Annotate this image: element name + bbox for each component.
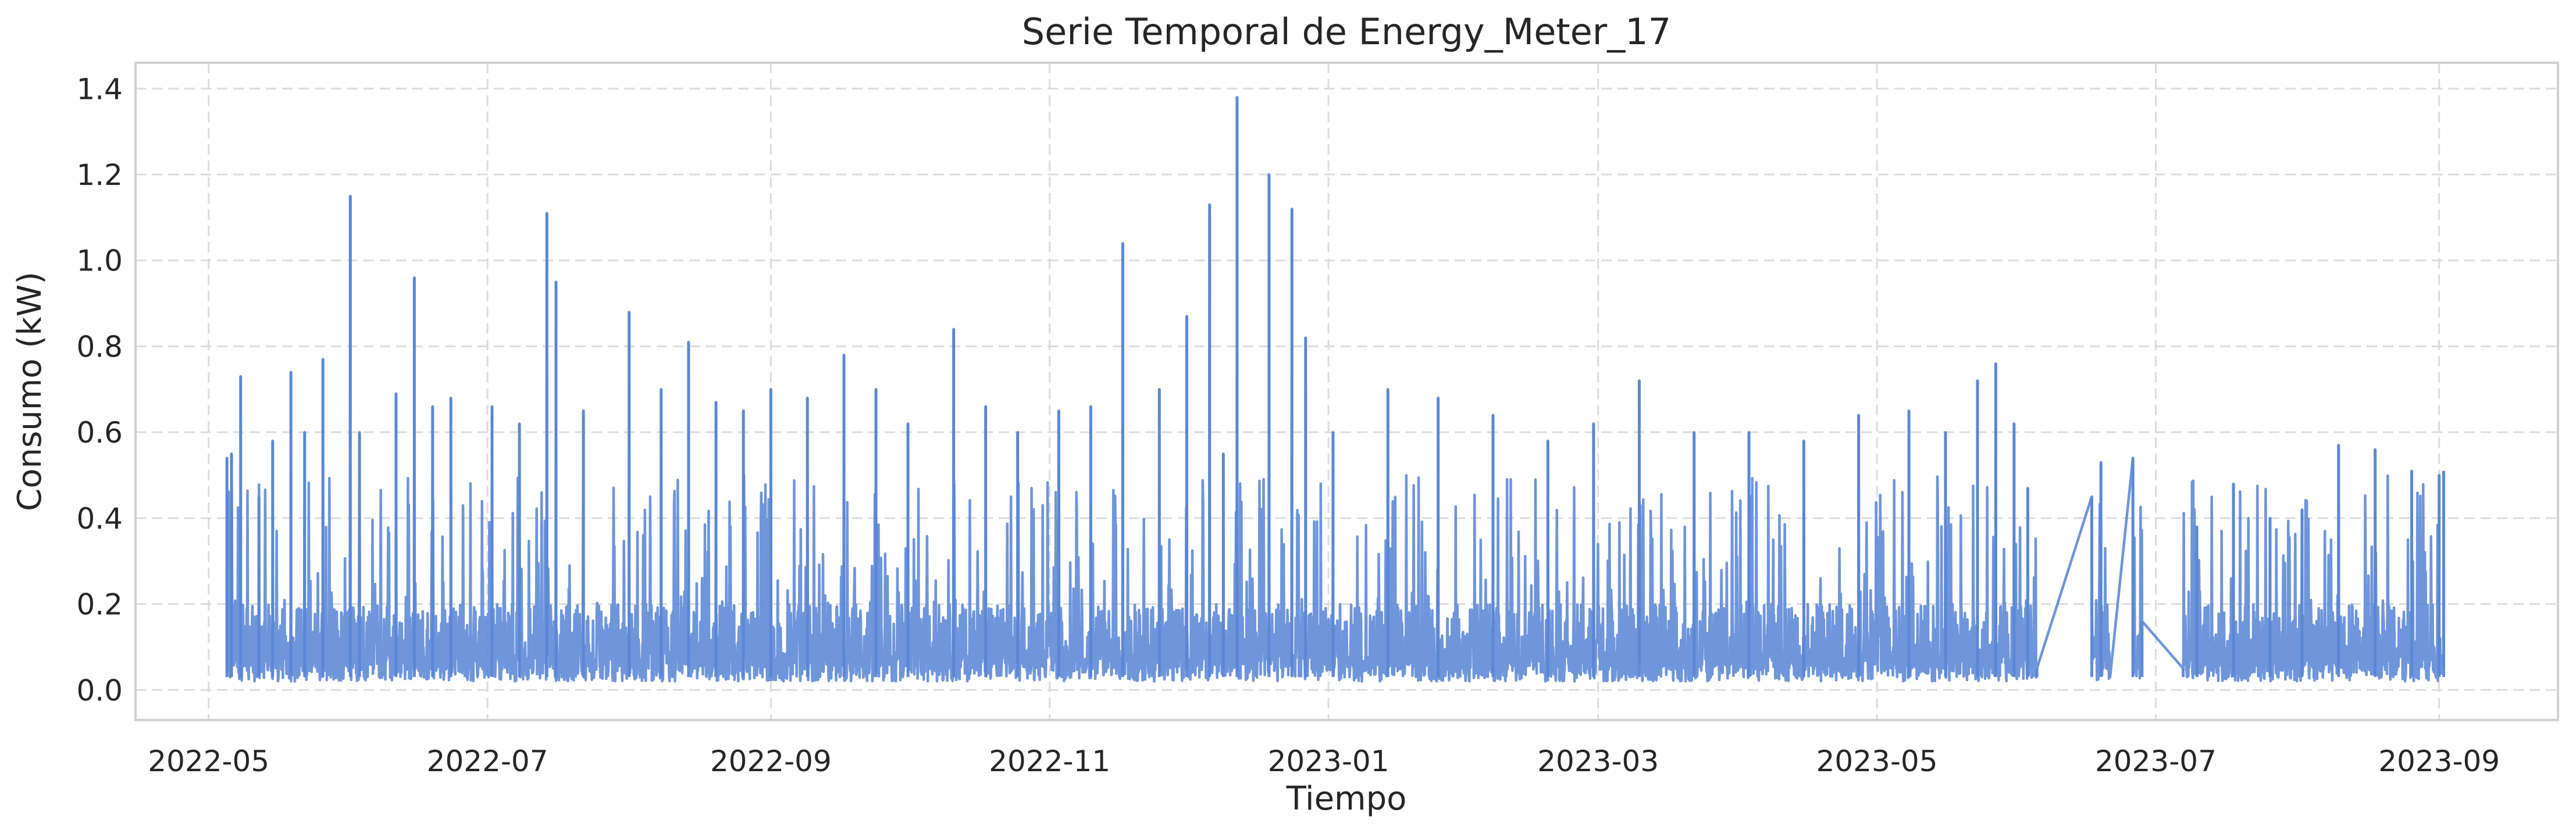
series-consumo — [225, 95, 2446, 683]
y-tick-label: 0.8 — [76, 330, 123, 363]
x-tick-label: 2023-07 — [2095, 744, 2217, 778]
series-line — [225, 95, 2445, 683]
x-tick-label: 2022-05 — [148, 744, 269, 778]
y-tick-label: 1.2 — [76, 158, 123, 192]
x-tick-label: 2022-11 — [989, 744, 1110, 778]
x-tick-label: 2023-09 — [2378, 744, 2500, 778]
y-tick-label: 0.2 — [76, 588, 123, 622]
x-axis-label: Tiempo — [1286, 780, 1407, 818]
y-axis-label: Consumo (kW) — [11, 272, 49, 511]
x-tick-label: 2023-01 — [1268, 744, 1389, 778]
y-axis-ticks: 0.0 0.2 0.4 0.6 0.8 1.0 1.2 1.4 — [76, 72, 123, 707]
y-tick-label: 0.4 — [76, 502, 123, 536]
plot-frame — [134, 62, 2559, 721]
x-tick-label: 2022-09 — [710, 744, 832, 778]
x-tick-label: 2023-05 — [1816, 744, 1938, 778]
x-tick-label: 2023-03 — [1537, 744, 1659, 778]
y-tick-label: 1.0 — [76, 244, 123, 278]
x-tick-label: 2022-07 — [427, 744, 548, 778]
y-tick-label: 0.6 — [76, 416, 123, 450]
chart-title: Serie Temporal de Energy_Meter_17 — [1022, 10, 1671, 53]
y-tick-label: 1.4 — [76, 72, 123, 106]
x-axis-ticks: 2022-05 2022-07 2022-09 2022-11 2023-01 2023-… — [148, 744, 2500, 778]
y-tick-label: 0.0 — [76, 673, 123, 707]
